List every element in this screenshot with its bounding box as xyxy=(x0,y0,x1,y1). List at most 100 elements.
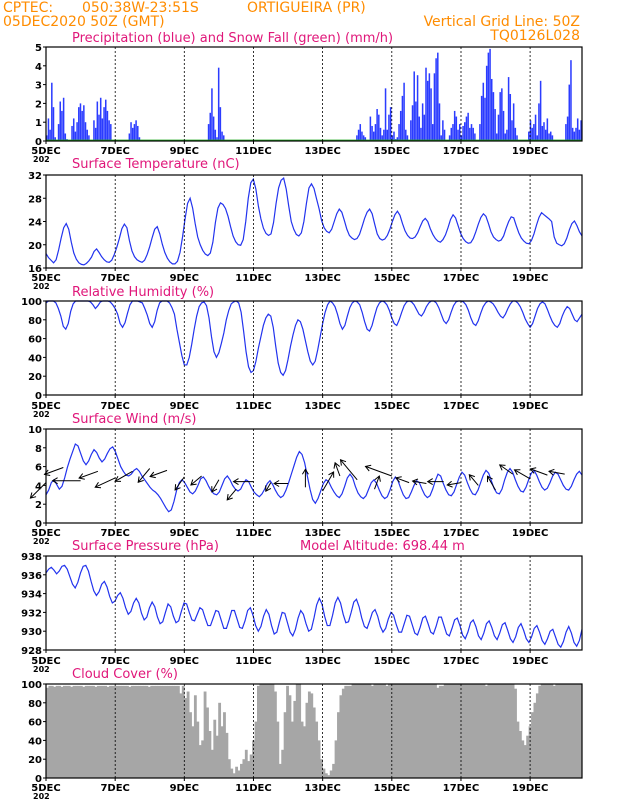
wind-arrow xyxy=(322,471,335,492)
precip-bar xyxy=(539,80,542,141)
cloud-bar xyxy=(305,702,309,778)
cloud-bar xyxy=(373,684,377,778)
cloud-bar xyxy=(240,763,243,778)
cloud-bar xyxy=(511,684,515,778)
cloud-xtick: 11DEC xyxy=(235,783,271,794)
precip-ytick: 0 xyxy=(35,137,42,148)
temp-xtick: 5DEC xyxy=(31,273,60,284)
precip-bar xyxy=(101,118,104,141)
precip-bar xyxy=(386,129,388,141)
precip-bar xyxy=(484,97,486,141)
wind-arrow xyxy=(411,478,427,486)
precip-bar xyxy=(133,124,136,141)
precip-ytick: 5 xyxy=(35,43,42,54)
cloud-bar xyxy=(300,721,304,778)
temp-ytick: 32 xyxy=(28,171,42,182)
precip-bar xyxy=(376,109,378,141)
cloud-bar xyxy=(363,684,367,778)
cloud-bar xyxy=(271,684,275,778)
precip-bar xyxy=(531,127,533,141)
precip-bar xyxy=(457,129,459,141)
precip-bar xyxy=(430,88,432,141)
temp-xtick: 19DEC xyxy=(512,273,548,284)
cloud-bar xyxy=(455,684,459,778)
cloud-bar xyxy=(147,686,151,778)
cloud-bar xyxy=(89,685,93,778)
cloud-bar xyxy=(341,688,345,778)
cloud-bar xyxy=(472,684,476,778)
header-location: ORTIGUEIRA (PR) xyxy=(247,0,366,16)
wind-arrow xyxy=(43,467,64,476)
precip-bar xyxy=(423,114,426,141)
pressure-note: Model Altitude: 698.44 m xyxy=(300,539,465,554)
cloud-bar xyxy=(465,684,469,778)
precip-bar xyxy=(396,137,399,141)
precip-bar xyxy=(511,120,513,141)
cloud-bar xyxy=(126,685,129,778)
cloud-bar xyxy=(48,685,52,778)
rh-title: Relative Humidity (%) xyxy=(72,285,214,300)
pressure-ytick: 936 xyxy=(21,571,42,582)
cloud-bar xyxy=(315,721,319,778)
precip-bar xyxy=(406,135,409,141)
cloud-bar xyxy=(371,685,374,778)
cloud-bar xyxy=(50,685,54,778)
wind-arrow xyxy=(374,475,381,490)
precip-bar xyxy=(98,114,100,141)
cloud-bar xyxy=(506,684,510,778)
cloud-xtick: 13DEC xyxy=(304,783,340,794)
cloud-bar xyxy=(130,685,134,778)
cloud-bar xyxy=(210,749,214,778)
rh-ytick: 80 xyxy=(28,316,42,327)
cloud-bar xyxy=(572,684,576,778)
precip-bar xyxy=(420,127,422,141)
precip-bar xyxy=(576,118,579,141)
wind-xtick: 11DEC xyxy=(235,528,271,539)
precip-bar xyxy=(216,137,218,141)
precip-bar xyxy=(378,114,380,141)
cloud-bar xyxy=(70,686,74,778)
wind-xtick: 5DEC xyxy=(31,528,60,539)
precip-xtick: 19DEC xyxy=(512,146,548,157)
precip-bar xyxy=(384,88,387,141)
cloud-bar xyxy=(94,686,98,778)
cloud-bar xyxy=(412,684,416,778)
precip-bar xyxy=(538,103,540,141)
precip-bar xyxy=(388,114,390,141)
cloud-bar xyxy=(167,685,171,778)
precip-bar xyxy=(450,127,453,141)
precip-bar xyxy=(453,110,456,141)
wind-arrow xyxy=(78,470,99,480)
precip-bar xyxy=(96,101,99,141)
wind-arrow xyxy=(446,480,462,488)
cloud-bar xyxy=(310,693,314,778)
wind-year-stub: 202 xyxy=(33,537,50,546)
cloud-bar xyxy=(453,684,457,778)
cloud-ytick: 80 xyxy=(28,699,42,710)
cloud-title: Cloud Cover (%) xyxy=(72,667,178,682)
cloud-bar xyxy=(329,770,333,778)
pressure-xtick: 15DEC xyxy=(374,656,410,667)
precip-bar xyxy=(452,124,454,141)
cloud-bar xyxy=(380,684,384,778)
pressure-ytick: 934 xyxy=(21,590,42,601)
cloud-bar xyxy=(375,684,379,778)
cloud-bar xyxy=(567,684,571,778)
cloud-bar xyxy=(358,684,362,778)
precip-bar xyxy=(221,131,223,141)
precip-bar xyxy=(401,95,404,141)
cloud-bar xyxy=(247,761,251,778)
precip-bar xyxy=(110,124,112,141)
cloud-bar xyxy=(181,685,185,778)
precip-ytick: 2 xyxy=(35,99,42,110)
precip-bar xyxy=(467,112,469,141)
precip-title: Precipitation (blue) and Snow Fall (gree… xyxy=(72,31,393,46)
cloud-bar xyxy=(407,684,411,778)
precip-bar xyxy=(431,124,434,141)
precip-bar xyxy=(549,131,552,141)
precip-bar xyxy=(104,99,107,141)
cloud-bar xyxy=(354,684,357,778)
cloud-bar xyxy=(404,684,408,778)
precip-bar xyxy=(74,131,77,141)
precip-bar xyxy=(504,133,506,141)
